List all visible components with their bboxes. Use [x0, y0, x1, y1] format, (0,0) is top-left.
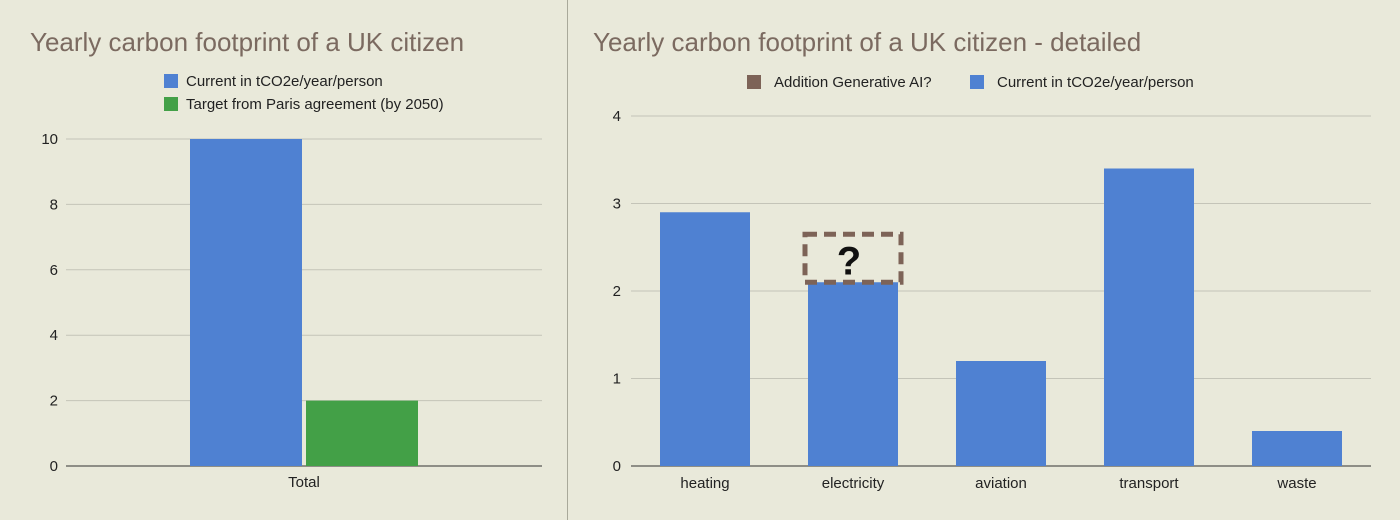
chart-detailed: Addition Generative AI? Current in tCO2e/… — [613, 74, 1371, 492]
bar — [1252, 431, 1342, 466]
y-tick-label: 3 — [613, 196, 621, 213]
chart-panel-total: Yearly carbon footprint of a UK citizen … — [0, 0, 568, 520]
chart-total: Current in tCO2e/year/person Target from … — [41, 73, 542, 491]
y-tick-label: 2 — [613, 283, 621, 300]
y-tick-label: 0 — [50, 458, 58, 475]
legend-label: Current in tCO2e/year/person — [186, 73, 383, 90]
y-tick-label: 4 — [50, 327, 58, 344]
legend-label: Current in tCO2e/year/person — [997, 74, 1194, 91]
y-tick-label: 1 — [613, 371, 621, 388]
bar — [660, 212, 750, 466]
y-tick-label: 0 — [613, 458, 621, 475]
y-tick-label: 8 — [50, 196, 58, 213]
legend-swatch — [164, 74, 178, 88]
bar — [956, 361, 1046, 466]
annotation-question-mark: ? — [837, 239, 861, 283]
bar — [1104, 168, 1194, 466]
chart-panel-detailed: Yearly carbon footprint of a UK citizen … — [569, 0, 1400, 520]
x-tick-label: heating — [680, 475, 729, 492]
y-tick-label: 4 — [613, 108, 621, 125]
legend-swatch — [164, 97, 178, 111]
x-tick-label: Total — [288, 474, 320, 491]
x-tick-label: waste — [1276, 475, 1316, 492]
chart-title: Yearly carbon footprint of a UK citizen … — [593, 27, 1142, 57]
annotation-box — [802, 231, 904, 285]
x-tick-label: electricity — [822, 475, 885, 492]
x-tick-label: transport — [1119, 475, 1179, 492]
legend-label: Target from Paris agreement (by 2050) — [186, 96, 444, 113]
chart-title: Yearly carbon footprint of a UK citizen — [30, 27, 465, 57]
y-tick-label: 6 — [50, 262, 58, 279]
legend-label: Addition Generative AI? — [774, 74, 932, 91]
bar — [306, 400, 418, 466]
y-tick-label: 10 — [41, 131, 58, 148]
bar — [190, 139, 302, 466]
legend-swatch — [970, 75, 984, 89]
legend-swatch — [747, 75, 761, 89]
x-tick-label: aviation — [975, 475, 1027, 492]
y-tick-label: 2 — [50, 393, 58, 410]
bar — [808, 282, 898, 466]
